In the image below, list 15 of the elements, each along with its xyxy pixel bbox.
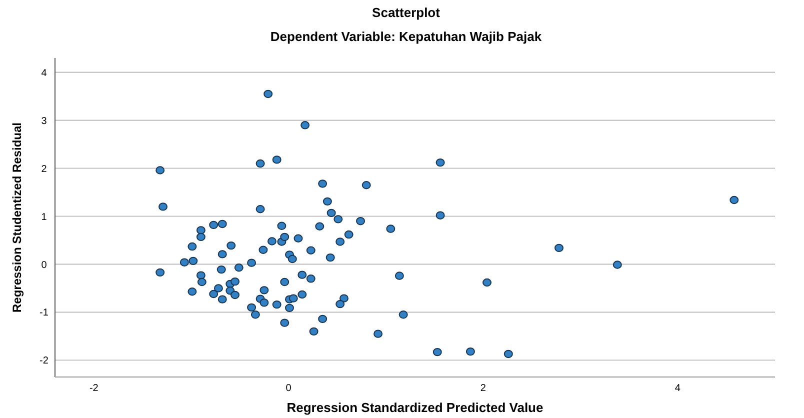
x-tick-label: 4 — [674, 383, 681, 394]
chart-title: Scatterplot — [372, 5, 441, 20]
y-tick-label: 0 — [41, 260, 48, 271]
x-tick-label: 0 — [286, 383, 292, 394]
y-axis-title: Regression Studentized Residual — [10, 122, 24, 313]
y-tick-label: 3 — [41, 116, 48, 127]
y-tick-label: -2 — [40, 356, 49, 367]
y-tick-label: 2 — [41, 164, 48, 175]
x-tick-label: -2 — [89, 383, 99, 394]
chart-subtitle: Dependent Variable: Kepatuhan Wajib Pajak — [270, 29, 542, 44]
y-tick-label: 4 — [41, 68, 48, 79]
y-tick-label: -1 — [40, 308, 49, 319]
x-tick-label: 2 — [480, 383, 486, 394]
x-axis-title: Regression Standardized Predicted Value — [286, 400, 544, 415]
y-tick-label: 1 — [41, 212, 48, 223]
